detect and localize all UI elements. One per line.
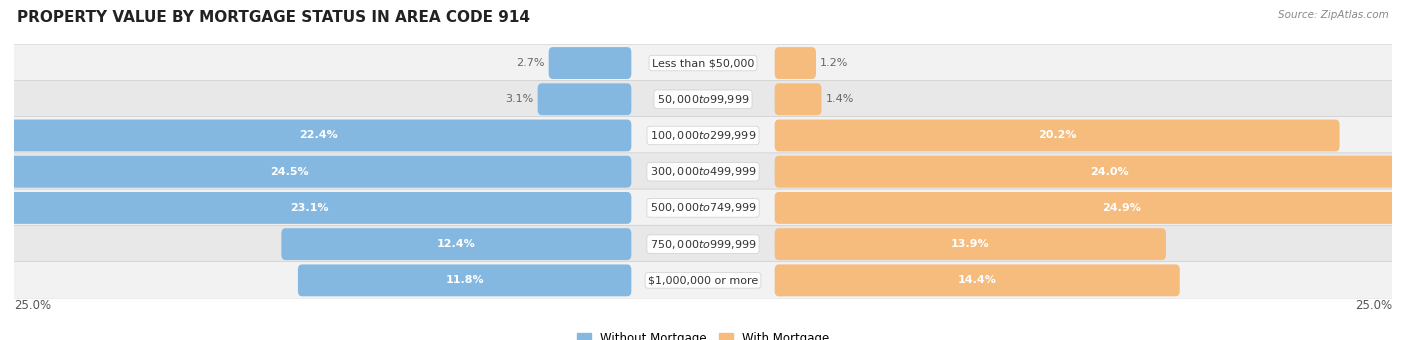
FancyBboxPatch shape (537, 83, 631, 115)
FancyBboxPatch shape (14, 117, 1392, 154)
FancyBboxPatch shape (0, 156, 631, 188)
FancyBboxPatch shape (14, 261, 1392, 299)
FancyBboxPatch shape (775, 265, 1180, 296)
FancyBboxPatch shape (0, 192, 631, 224)
FancyBboxPatch shape (14, 189, 1392, 227)
FancyBboxPatch shape (14, 44, 1392, 82)
Text: $750,000 to $999,999: $750,000 to $999,999 (650, 238, 756, 251)
FancyBboxPatch shape (775, 156, 1406, 188)
FancyBboxPatch shape (775, 47, 815, 79)
Text: Source: ZipAtlas.com: Source: ZipAtlas.com (1278, 10, 1389, 20)
Text: 12.4%: 12.4% (437, 239, 475, 249)
Text: 13.9%: 13.9% (950, 239, 990, 249)
FancyBboxPatch shape (775, 192, 1406, 224)
Text: 2.7%: 2.7% (516, 58, 544, 68)
Text: 25.0%: 25.0% (1355, 299, 1392, 312)
Text: $500,000 to $749,999: $500,000 to $749,999 (650, 201, 756, 215)
FancyBboxPatch shape (775, 83, 821, 115)
Text: 11.8%: 11.8% (446, 275, 484, 285)
Text: 20.2%: 20.2% (1038, 131, 1077, 140)
Text: 24.5%: 24.5% (270, 167, 309, 177)
FancyBboxPatch shape (6, 120, 631, 151)
Text: PROPERTY VALUE BY MORTGAGE STATUS IN AREA CODE 914: PROPERTY VALUE BY MORTGAGE STATUS IN ARE… (17, 10, 530, 25)
Text: 25.0%: 25.0% (14, 299, 51, 312)
FancyBboxPatch shape (14, 81, 1392, 118)
FancyBboxPatch shape (775, 228, 1166, 260)
FancyBboxPatch shape (14, 153, 1392, 190)
FancyBboxPatch shape (548, 47, 631, 79)
Text: $300,000 to $499,999: $300,000 to $499,999 (650, 165, 756, 178)
FancyBboxPatch shape (298, 265, 631, 296)
FancyBboxPatch shape (281, 228, 631, 260)
Text: $100,000 to $299,999: $100,000 to $299,999 (650, 129, 756, 142)
Text: 1.4%: 1.4% (825, 94, 853, 104)
FancyBboxPatch shape (14, 225, 1392, 263)
Text: 1.2%: 1.2% (820, 58, 848, 68)
Text: $1,000,000 or more: $1,000,000 or more (648, 275, 758, 285)
Text: 23.1%: 23.1% (290, 203, 328, 213)
Text: 24.0%: 24.0% (1090, 167, 1129, 177)
Text: 22.4%: 22.4% (299, 131, 337, 140)
Text: 3.1%: 3.1% (505, 94, 533, 104)
Text: Less than $50,000: Less than $50,000 (652, 58, 754, 68)
Text: 14.4%: 14.4% (957, 275, 997, 285)
Legend: Without Mortgage, With Mortgage: Without Mortgage, With Mortgage (572, 327, 834, 340)
FancyBboxPatch shape (775, 120, 1340, 151)
Text: 24.9%: 24.9% (1102, 203, 1142, 213)
Text: $50,000 to $99,999: $50,000 to $99,999 (657, 93, 749, 106)
